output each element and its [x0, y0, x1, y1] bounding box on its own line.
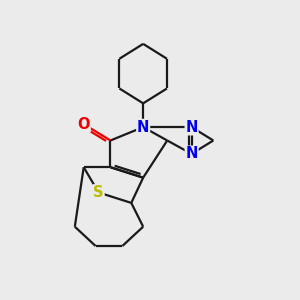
- Text: N: N: [185, 120, 198, 135]
- Text: O: O: [77, 117, 90, 132]
- Text: N: N: [137, 120, 149, 135]
- Text: S: S: [93, 185, 104, 200]
- Text: N: N: [185, 146, 198, 161]
